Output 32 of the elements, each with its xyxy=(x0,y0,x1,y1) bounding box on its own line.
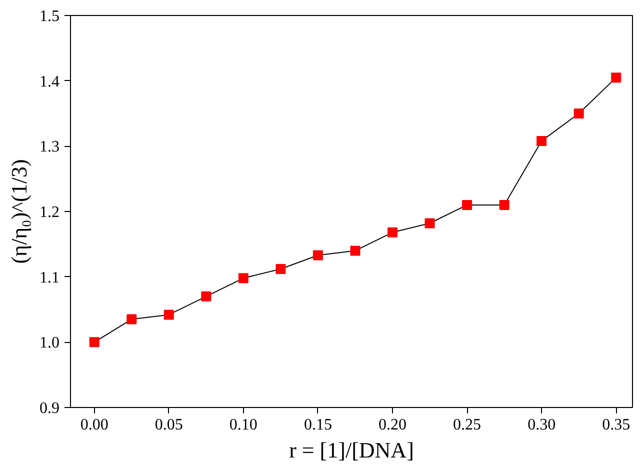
point xyxy=(276,264,286,274)
point xyxy=(611,72,622,83)
x-axis-title: r = [1]/[DNA] xyxy=(289,438,414,462)
x-tick-label: 0.30 xyxy=(528,416,556,434)
point xyxy=(238,273,248,284)
point xyxy=(201,291,212,302)
y-tick-label: 1.5 xyxy=(40,8,60,25)
point xyxy=(164,310,174,320)
x-tick-label: 0.20 xyxy=(378,416,406,434)
point xyxy=(462,200,472,210)
y-tick-label: 0.9 xyxy=(40,400,60,417)
point xyxy=(89,337,100,348)
y-tick-label: 1.3 xyxy=(40,138,60,156)
y-tick-label: 1.2 xyxy=(40,204,60,221)
point xyxy=(499,200,510,210)
x-tick-label: 0.05 xyxy=(154,416,183,434)
point xyxy=(312,250,323,260)
point xyxy=(574,108,584,118)
x-tick-label: 0.35 xyxy=(602,416,630,434)
point xyxy=(387,227,398,238)
point xyxy=(536,136,547,146)
y-tick-label: 1.0 xyxy=(40,334,60,352)
y-tick-label: 1.4 xyxy=(40,73,60,90)
x-tick-label: 0.00 xyxy=(80,416,108,434)
y-tick-label: 1.1 xyxy=(40,269,60,286)
point xyxy=(350,246,360,256)
y-axis-title: (η/η₀)^(1/3) xyxy=(6,159,32,264)
x-tick-label: 0.15 xyxy=(304,416,332,434)
x-tick-label: 0.10 xyxy=(229,416,258,434)
x-tick-label: 0.25 xyxy=(453,416,482,434)
point xyxy=(424,218,435,228)
point xyxy=(126,314,137,324)
